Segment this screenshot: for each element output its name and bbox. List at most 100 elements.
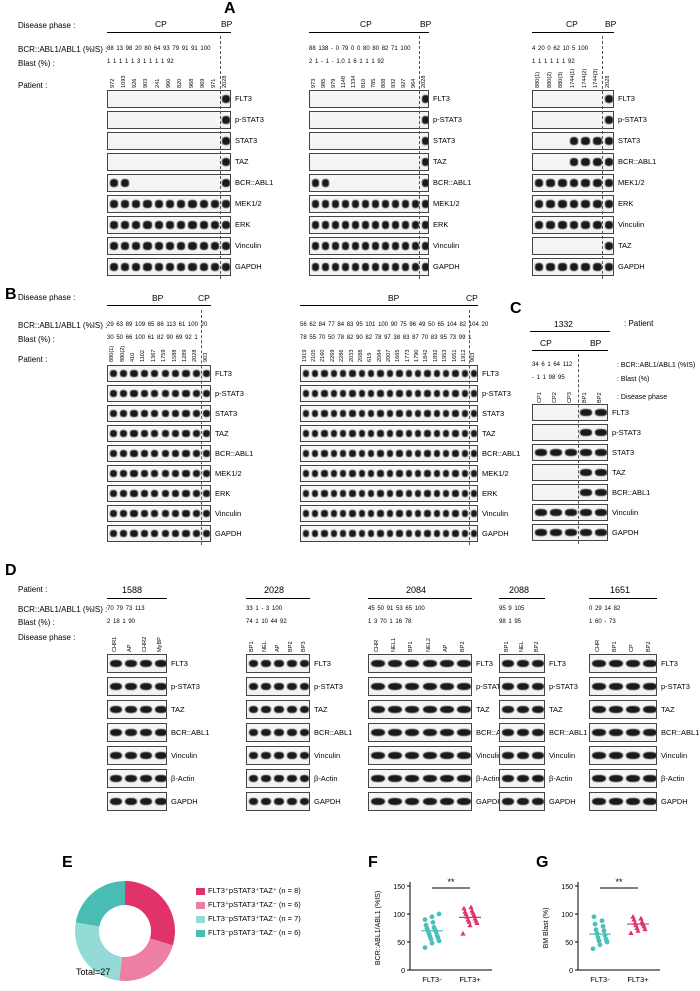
band: [192, 530, 201, 537]
band: [130, 370, 138, 377]
blot-label: Vinculin: [482, 508, 509, 518]
band: [564, 449, 578, 456]
blot-label: FLT3: [171, 658, 188, 668]
point-flt3pos: [642, 926, 648, 932]
blot-label: MEK1/2: [433, 199, 460, 208]
point-flt3pos: [469, 907, 475, 913]
blot-p-stat3: [107, 677, 167, 696]
band: [501, 797, 514, 806]
band: [119, 450, 128, 457]
blot-erk: [532, 195, 614, 213]
blot-p-stat3: [368, 677, 472, 696]
band: [534, 263, 544, 271]
band: [421, 242, 428, 250]
blot-label: GAPDH: [661, 796, 688, 806]
band: [222, 137, 230, 145]
band: [421, 158, 428, 166]
band: [516, 682, 530, 691]
band: [130, 490, 138, 497]
lane-label: 971: [211, 78, 218, 88]
lane-label: 1919: [301, 349, 308, 362]
band: [386, 470, 394, 477]
band: [182, 490, 190, 497]
blot-label: BCR::ABL1: [433, 178, 472, 187]
band: [642, 659, 656, 668]
band: [396, 530, 403, 537]
band: [109, 450, 117, 457]
band: [591, 751, 606, 760]
lane-labels: 972 1093 926 903 241 960 820 968 969 971 2028: [107, 66, 231, 88]
band: [422, 682, 437, 691]
band: [414, 530, 422, 537]
lane-label: BP1: [611, 641, 618, 652]
blot-label: TAZ: [476, 704, 490, 714]
lane-label: 1790: [414, 349, 421, 362]
band: [386, 510, 394, 517]
band: [452, 510, 459, 517]
band: [302, 530, 309, 537]
band: [109, 410, 117, 417]
bcr-is-label-d: BCR::ABL1/ABL1 (%IS) :: [18, 605, 108, 614]
band: [124, 774, 137, 783]
patient-underline: [499, 598, 545, 599]
band: [154, 774, 166, 783]
blot-label: FLT3: [476, 658, 493, 668]
band: [411, 263, 419, 271]
band: [433, 390, 441, 397]
band: [580, 529, 593, 536]
band: [580, 449, 593, 456]
blot--actin: [246, 769, 310, 788]
blot-taz: [499, 700, 545, 719]
band: [302, 450, 309, 457]
band: [299, 659, 309, 668]
band: [625, 728, 640, 737]
band: [171, 450, 180, 457]
band: [130, 530, 138, 537]
band: [349, 490, 356, 497]
band: [593, 158, 602, 166]
blot-bcr-abl1: [300, 445, 478, 462]
blot-label: p-STAT3: [612, 427, 641, 437]
blot-bcr-abl1: [368, 723, 472, 742]
band: [461, 430, 469, 437]
blot-label: Vinculin: [618, 220, 645, 229]
lane-label: NEL: [519, 641, 525, 652]
band: [433, 450, 441, 457]
lane-label: 1744(3): [593, 68, 600, 88]
blot-flt3: [368, 654, 472, 673]
band: [604, 137, 613, 145]
band: [171, 490, 180, 497]
band: [604, 263, 613, 271]
blot-stat3: [532, 132, 614, 150]
lane-label: CP2: [551, 392, 558, 403]
bcr-values: 29 63 89 109 65 86 113 61 100 20: [107, 322, 208, 328]
lane-labels: 880(1) 880(2) 410 1102 1367 1759 1588 1289 2028 9…: [107, 340, 211, 362]
band: [501, 774, 514, 783]
blot-label: FLT3: [482, 368, 499, 378]
band: [461, 530, 469, 537]
band: [371, 221, 379, 229]
band: [424, 370, 431, 377]
band: [192, 450, 201, 457]
band: [405, 430, 412, 437]
patient-label-b: Patient :: [18, 355, 48, 364]
band: [422, 728, 437, 737]
band: [188, 200, 197, 208]
blot-label: FLT3: [314, 658, 331, 668]
lane-label: 1773: [404, 349, 411, 362]
band: [461, 510, 469, 517]
band: [591, 659, 606, 668]
lane-label: 820: [177, 78, 184, 88]
band: [581, 179, 591, 187]
band: [154, 751, 166, 760]
blot-label: GAPDH: [482, 528, 509, 538]
blot-label: GAPDH: [612, 527, 639, 537]
band: [642, 797, 656, 806]
blot-label: Vinculin: [171, 750, 198, 760]
band: [109, 490, 117, 497]
band: [188, 263, 197, 271]
blot-erk: [107, 216, 231, 234]
lane-label: 979: [331, 78, 337, 88]
band: [339, 470, 347, 477]
band: [564, 529, 578, 536]
